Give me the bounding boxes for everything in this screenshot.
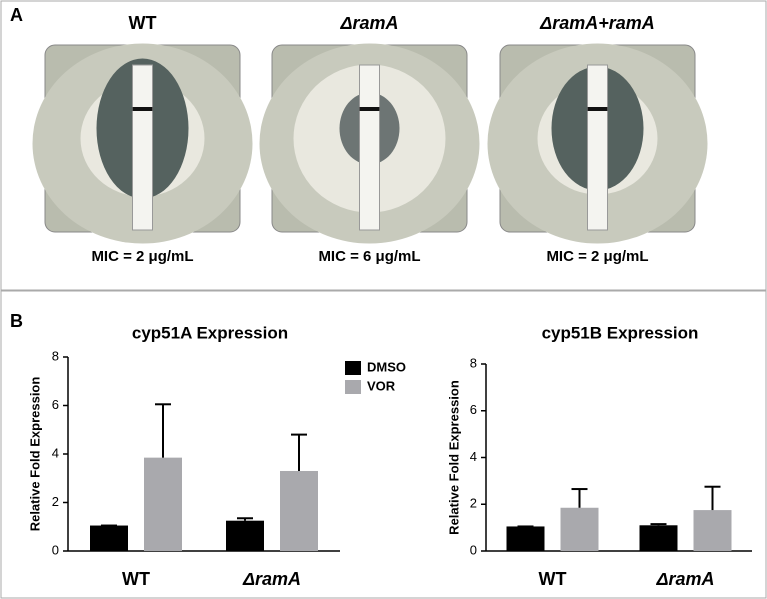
y-tick-label: 8 xyxy=(470,355,477,370)
panel-b-frame xyxy=(0,290,767,599)
strip-bar xyxy=(359,107,380,111)
y-tick-label: 2 xyxy=(470,496,477,511)
x-tick-label: ΔramA xyxy=(242,569,301,589)
bar xyxy=(144,457,182,551)
plate-title: ΔramA+ramA xyxy=(539,13,655,33)
etest-strip xyxy=(587,64,608,231)
x-tick-label: WT xyxy=(539,569,567,589)
legend-label: DMSO xyxy=(367,359,406,374)
chart-title: cyp51A Expression xyxy=(132,323,288,342)
legend-label: VOR xyxy=(367,378,396,393)
y-axis-label: Relative Fold Expression xyxy=(446,380,461,535)
x-tick-label: ΔramA xyxy=(655,569,714,589)
panel-label: B xyxy=(10,311,23,331)
legend-swatch xyxy=(345,380,361,394)
y-axis-label: Relative Fold Expression xyxy=(27,377,42,532)
bar xyxy=(693,510,732,551)
y-tick-label: 4 xyxy=(52,445,59,460)
etest-strip xyxy=(359,64,380,231)
strip-bar xyxy=(132,107,153,111)
y-tick-label: 0 xyxy=(470,542,477,557)
chart-title: cyp51B Expression xyxy=(542,323,699,342)
mic-label: MIC = 2 μg/mL xyxy=(546,248,648,265)
bar xyxy=(506,526,545,551)
y-tick-label: 8 xyxy=(52,348,59,363)
bar xyxy=(639,525,678,551)
mic-label: MIC = 6 μg/mL xyxy=(318,248,420,265)
strip-bar xyxy=(587,107,608,111)
plate-title: WT xyxy=(129,13,157,33)
y-tick-label: 6 xyxy=(470,402,477,417)
legend-swatch xyxy=(345,361,361,375)
panel-label: A xyxy=(10,5,23,25)
mic-label: MIC = 2 μg/mL xyxy=(91,248,193,265)
y-tick-label: 0 xyxy=(52,542,59,557)
x-tick-label: WT xyxy=(122,569,150,589)
etest-strip xyxy=(132,64,153,231)
y-tick-label: 6 xyxy=(52,397,59,412)
y-tick-label: 2 xyxy=(52,494,59,509)
plate-title: ΔramA xyxy=(339,13,398,33)
bar xyxy=(280,470,318,551)
bar xyxy=(560,507,599,551)
bar xyxy=(226,520,264,551)
bar xyxy=(90,525,128,551)
y-tick-label: 4 xyxy=(470,449,477,464)
